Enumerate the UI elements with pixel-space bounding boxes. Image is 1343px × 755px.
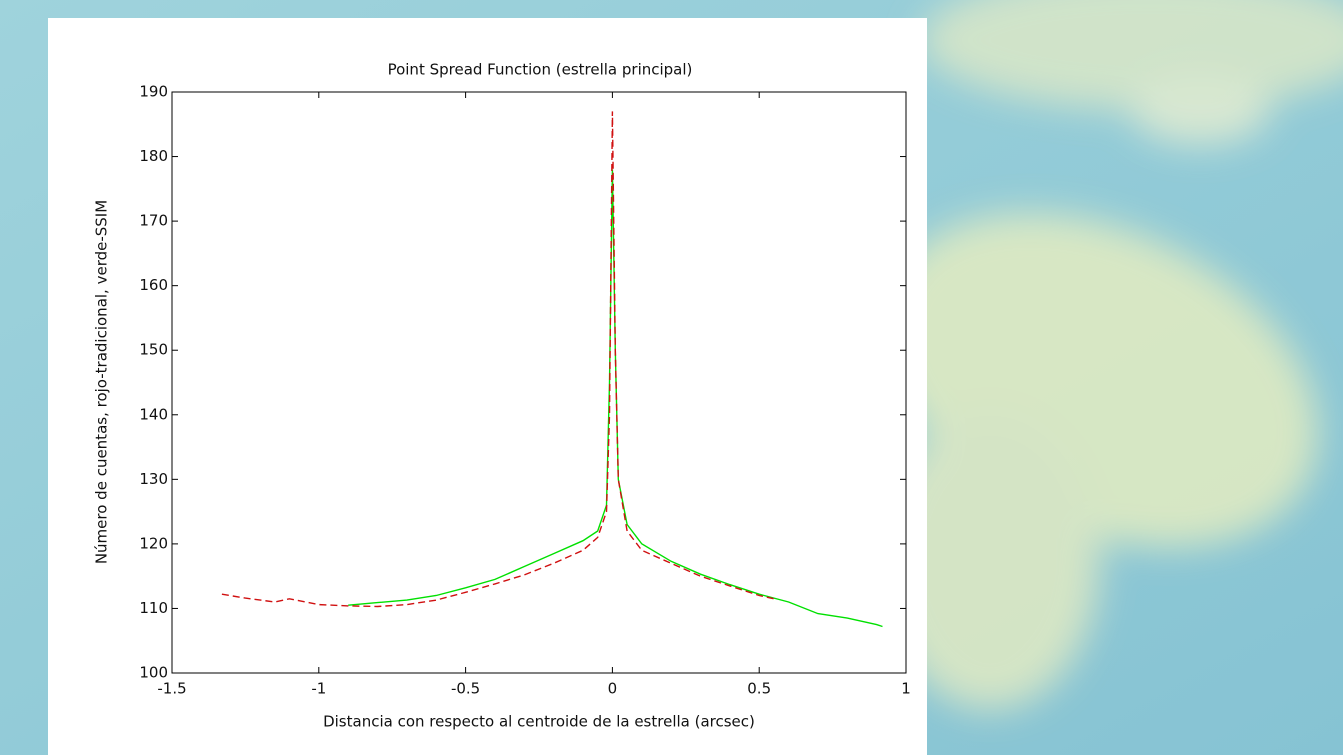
x-tick-label: -0.5 bbox=[451, 680, 480, 698]
chart-panel bbox=[48, 18, 927, 755]
axes-box bbox=[171, 91, 907, 674]
x-tick-label: -1.5 bbox=[157, 680, 186, 698]
y-axis-label: Número de cuentas, rojo-tradicional, ver… bbox=[93, 200, 111, 564]
x-tick-label: 1 bbox=[901, 680, 911, 698]
y-tick-label: 180 bbox=[139, 147, 168, 165]
x-tick-label: 0.5 bbox=[747, 680, 771, 698]
y-tick-label: 110 bbox=[139, 599, 168, 617]
y-tick-label: 140 bbox=[139, 405, 168, 423]
x-tick-label: 0 bbox=[608, 680, 618, 698]
y-tick-label: 150 bbox=[139, 341, 168, 359]
y-tick-label: 160 bbox=[139, 276, 168, 294]
x-axis-label: Distancia con respecto al centroide de l… bbox=[323, 713, 755, 731]
y-tick-label: 100 bbox=[139, 664, 168, 682]
y-tick-label: 130 bbox=[139, 470, 168, 488]
chart-title: Point Spread Function (estrella principa… bbox=[388, 61, 693, 79]
y-tick-label: 190 bbox=[139, 83, 168, 101]
y-tick-label: 170 bbox=[139, 212, 168, 230]
series-line bbox=[221, 111, 775, 608]
series-line bbox=[348, 169, 883, 628]
x-tick-label: -1 bbox=[311, 680, 326, 698]
y-tick-label: 120 bbox=[139, 534, 168, 552]
